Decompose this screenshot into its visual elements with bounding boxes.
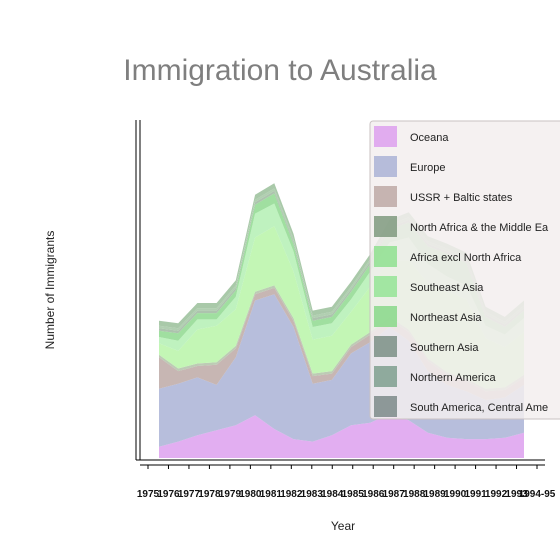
x-tick-label: 1983 [301,489,324,500]
x-tick-label: 1980 [239,489,262,500]
x-tick-label: 1990 [444,489,467,500]
legend-swatch [374,276,397,297]
x-tick-label: 1981 [260,489,283,500]
legend-swatch [374,216,397,237]
x-tick-label: 1985 [342,489,365,500]
legend: Oceana Europe USSR + Baltic states North Af… [369,120,560,420]
legend-swatch [374,336,397,357]
x-tick-labels: 1975197619771978197919801981198219831984… [137,489,556,500]
x-tick-label: 1979 [219,489,242,500]
legend-label: South America, Central Ame [410,402,548,414]
chart-title: Immigration to Australia [123,54,437,87]
legend-swatch [374,156,397,177]
legend-swatch [374,246,397,267]
x-axis-label: Year [331,519,355,533]
x-tick-label: 1993 [505,489,528,500]
legend-label: Northern America [410,372,496,384]
legend-label: Southeast Asia [410,282,484,294]
legend-label: Northeast Asia [410,312,482,324]
legend-label: USSR + Baltic states [410,192,513,204]
x-tick-label: 1988 [403,489,426,500]
legend-label: Southern Asia [410,342,479,354]
y-axis-label: Number of Immigrants [43,231,57,350]
legend-swatch [374,126,397,147]
area-series-9 [159,183,524,329]
legend-swatch [374,396,397,417]
legend-label: Oceana [410,132,449,144]
legend-swatch [374,186,397,207]
x-ticks [147,465,538,469]
area-series-5 [159,203,524,351]
area-series-0 [159,413,524,458]
area-series-6 [159,193,524,341]
x-tick-label: 1992 [485,489,508,500]
legend-label: Africa excl North Africa [410,252,522,264]
x-tick-label: 1986 [362,489,385,500]
x-tick-label: 1991 [464,489,487,500]
legend-items: Oceana Europe USSR + Baltic states North Af… [374,126,549,417]
x-tick-label: 1982 [280,489,303,500]
x-tick-label: 1975 [137,489,160,500]
x-tick-label: 1976 [157,489,180,500]
legend-label: North Africa & the Middle Ea [410,222,549,234]
x-tick-label: 1984 [321,489,344,500]
legend-swatch [374,366,397,387]
legend-label: Europe [410,162,445,174]
x-tick-label: 1987 [383,489,406,500]
x-tick-label: 1977 [178,489,201,500]
legend-box [369,120,560,420]
x-tick-label: 1978 [198,489,221,500]
x-tick-label: 1989 [424,489,447,500]
x-tick-label: 1994-95 [519,489,556,500]
legend-swatch [374,306,397,327]
